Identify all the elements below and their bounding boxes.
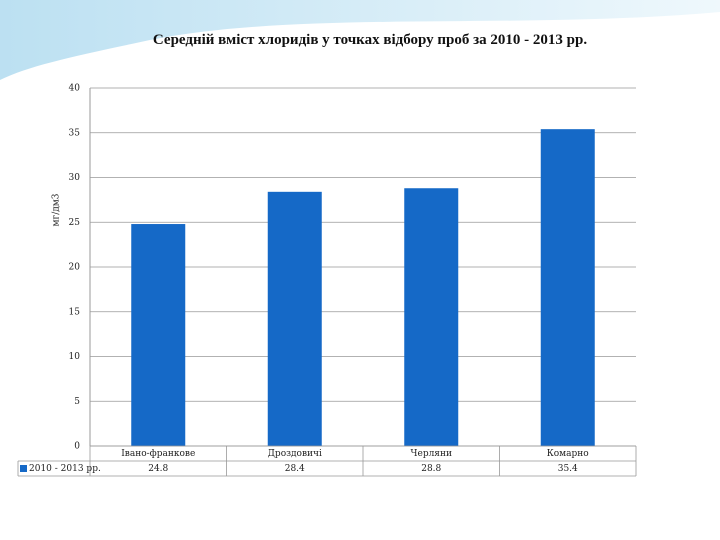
y-tick-label: 20 (69, 263, 81, 273)
x-tick-label: Черляни (411, 449, 452, 459)
y-tick-label: 15 (69, 307, 81, 317)
chart-title: Середній вміст хлоридів у точках відбору… (152, 32, 588, 48)
bar (131, 224, 186, 446)
bar (267, 191, 322, 446)
x-tick-label: Івано-франкове (121, 449, 195, 459)
y-tick-label: 5 (74, 397, 80, 407)
x-tick-label: Комарно (547, 449, 589, 459)
y-tick-label: 40 (69, 84, 81, 94)
legend-label: 2010 - 2013 рр. (29, 464, 101, 474)
y-tick-label: 25 (69, 218, 81, 228)
bar (540, 129, 595, 447)
y-tick-label: 35 (69, 128, 81, 138)
background-swirl (0, 0, 720, 80)
data-label: 28.8 (421, 464, 441, 474)
data-label: 35.4 (558, 464, 578, 474)
x-tick-label: Дроздовичі (268, 449, 322, 459)
data-label: 28.4 (285, 464, 305, 474)
y-tick-label: 0 (74, 442, 80, 452)
y-tick-label: 10 (69, 352, 81, 362)
legend-swatch (20, 465, 27, 472)
bar (404, 188, 459, 447)
y-axis-label: мг/дм3 (52, 193, 62, 226)
data-label: 24.8 (148, 464, 168, 474)
y-tick-label: 30 (69, 173, 81, 183)
